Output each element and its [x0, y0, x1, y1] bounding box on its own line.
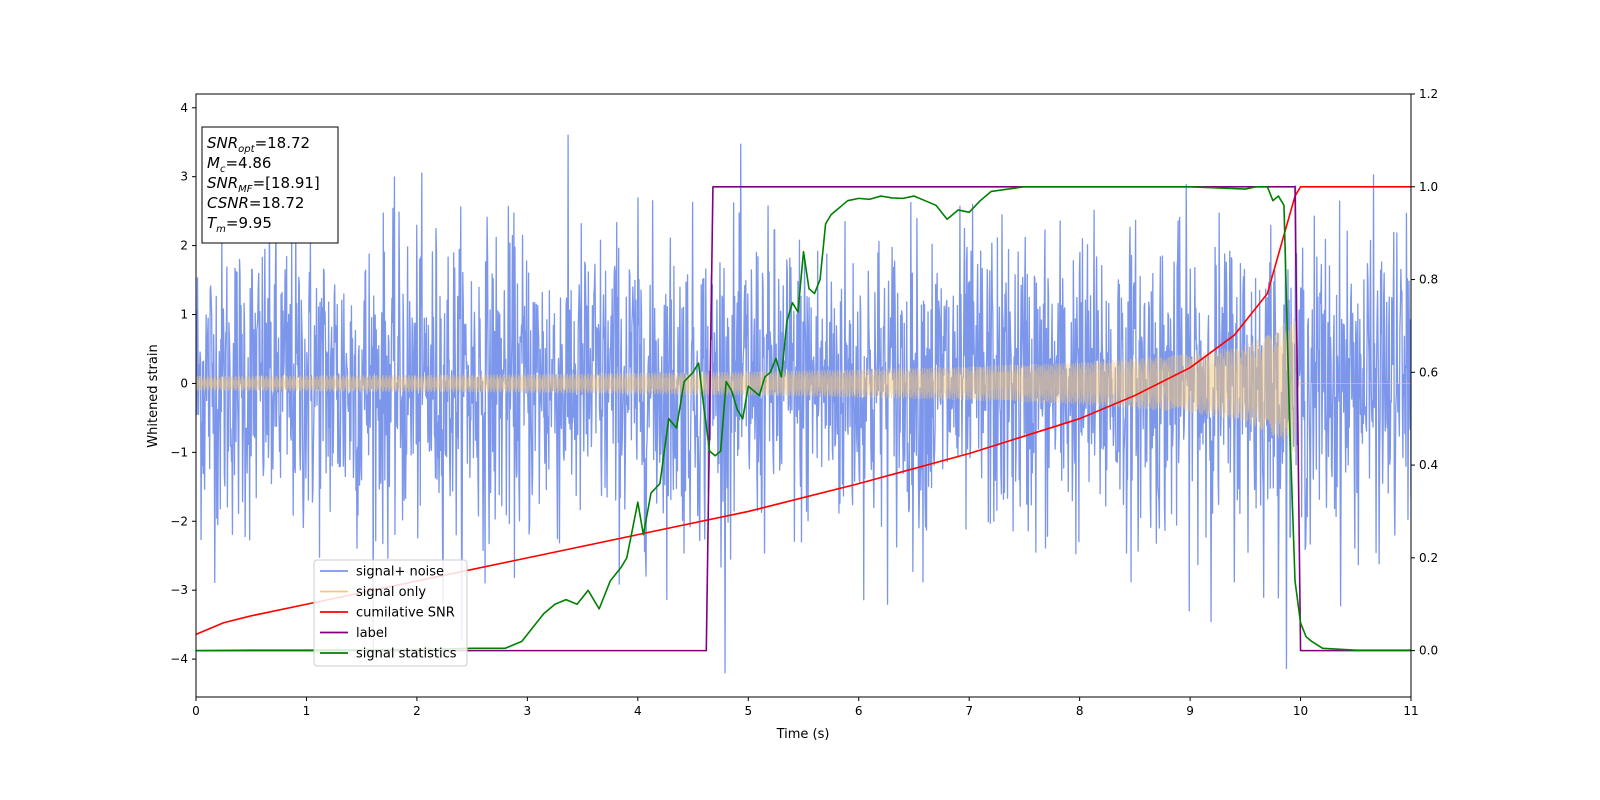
x-tick-label: 11 [1403, 704, 1418, 718]
legend-label-cumilative-snr: cumilative SNR [356, 606, 455, 621]
series-line-cumilative-snr [196, 185, 1411, 636]
annotation-line: Tm=9.95 [207, 214, 272, 235]
plot-area [196, 134, 1411, 674]
y-tick-label: −3 [170, 583, 188, 597]
y-tick-label: −1 [170, 445, 188, 459]
y2-tick-label: 1.2 [1419, 87, 1438, 101]
legend-label-label: label [356, 626, 387, 641]
x-tick-label: 6 [855, 704, 863, 718]
series-line-signal-only [196, 318, 1411, 453]
x-tick-label: 10 [1293, 704, 1308, 718]
x-tick-label: 3 [524, 704, 532, 718]
y2-tick-label: 0.2 [1419, 551, 1438, 565]
x-tick-label: 5 [744, 704, 752, 718]
x-tick-label: 8 [1076, 704, 1084, 718]
y2-tick-label: 1.0 [1419, 180, 1438, 194]
legend-label-signal-statistics: signal statistics [356, 647, 457, 662]
plot-frame [195, 93, 1412, 698]
y-tick-label: −4 [170, 652, 188, 666]
annotation-line: SNRopt=18.72 [207, 134, 310, 155]
y-tick-label: 0 [180, 376, 188, 390]
legend: signal+ noise signal only cumilative SNR la… [313, 559, 468, 667]
annotation-line: CSNR=18.72 [207, 194, 304, 212]
annotation-line: Mc=4.86 [207, 154, 271, 175]
y2-tick-label: 0.0 [1419, 644, 1438, 658]
legend-label-signal-only: signal only [356, 585, 426, 600]
y-tick-label: 3 [180, 170, 188, 184]
series-line-signal-statistics [196, 185, 1411, 652]
annotation-box: SNRopt=18.72Mc=4.86SNRMF=[18.91]CSNR=18.… [201, 126, 339, 244]
y2-tick-label: 0.8 [1419, 273, 1438, 287]
x-tick-label: 4 [634, 704, 642, 718]
y-tick-label: 1 [180, 308, 188, 322]
y2-tick-label: 0.4 [1419, 458, 1438, 472]
x-axis: 0 1 2 3 4 5 6 7 8 9 10 11 [192, 697, 1419, 718]
x-tick-label: 2 [413, 704, 421, 718]
x-tick-label: 1 [303, 704, 311, 718]
y-tick-label: 4 [180, 101, 188, 115]
y2-tick-label: 0.6 [1419, 365, 1438, 379]
y-axis-label: Whitened strain [146, 344, 161, 447]
series-line-label [196, 185, 1411, 652]
y-axis-left: −4 −3 −2 −1 0 1 2 3 4 [170, 101, 196, 666]
x-axis-label: Time (s) [776, 727, 830, 742]
y-axis-right: 0.0 0.2 0.4 0.6 0.8 1.0 1.2 [1411, 87, 1438, 658]
legend-label-signal-noise: signal+ noise [356, 565, 444, 580]
x-tick-label: 7 [965, 704, 973, 718]
y-tick-label: −2 [170, 514, 188, 528]
x-tick-label: 0 [192, 704, 200, 718]
y-tick-label: 2 [180, 239, 188, 253]
annotation-line: SNRMF=[18.91] [207, 174, 320, 195]
x-tick-label: 9 [1186, 704, 1194, 718]
